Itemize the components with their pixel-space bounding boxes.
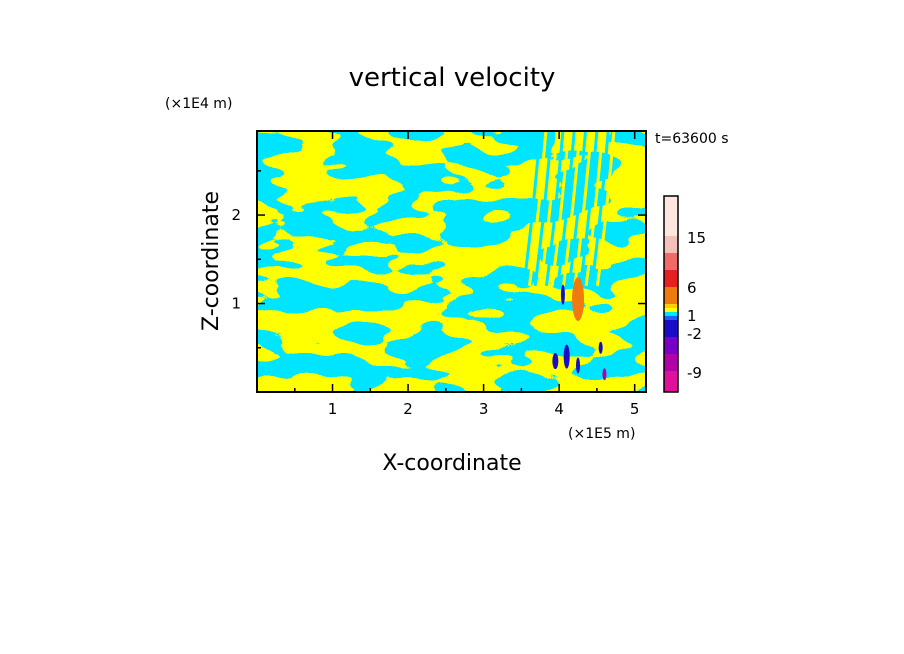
wave-band bbox=[533, 131, 554, 287]
colorbar-label: -2 bbox=[687, 325, 702, 343]
wave-band bbox=[584, 131, 605, 287]
x-axis-label: X-coordinate bbox=[382, 451, 521, 476]
colorbar-swatch bbox=[664, 371, 678, 392]
y-scale-note: (×1E4 m) bbox=[165, 96, 232, 112]
colorbar-label: 1 bbox=[687, 307, 697, 325]
convective-cell bbox=[552, 353, 559, 370]
wave-band bbox=[544, 131, 565, 287]
convective-cell bbox=[572, 277, 585, 322]
wave-band bbox=[578, 131, 599, 287]
colorbar-swatch bbox=[664, 287, 678, 304]
y-axis: 12 bbox=[231, 170, 646, 349]
wave-band bbox=[556, 131, 576, 287]
colorbar-swatch bbox=[664, 253, 678, 270]
wave-band bbox=[595, 131, 616, 287]
wave-bands bbox=[522, 131, 616, 287]
colorbar-swatch bbox=[664, 270, 678, 287]
colorbar: 15 6 1-2 -9 bbox=[663, 195, 706, 393]
plot-frame bbox=[256, 130, 647, 393]
wave-band bbox=[550, 131, 571, 287]
colorbar-swatch bbox=[664, 236, 678, 253]
colorbar-label: -9 bbox=[687, 364, 702, 382]
colorbar-label: 15 bbox=[687, 229, 706, 247]
y-tick-label: 1 bbox=[231, 295, 241, 313]
wave-band bbox=[590, 131, 610, 287]
colorbar-swatch bbox=[664, 337, 678, 354]
x-axis: 1 2 3 4 5 bbox=[294, 131, 640, 418]
colorbar-label: 6 bbox=[687, 279, 697, 297]
time-label: t=63600 s bbox=[655, 131, 729, 147]
wave-band bbox=[561, 131, 582, 287]
convective-cell bbox=[563, 344, 570, 369]
colorbar-swatch bbox=[664, 308, 678, 312]
wave-band bbox=[567, 131, 588, 287]
x-tick-label: 3 bbox=[479, 400, 489, 418]
convective-cell bbox=[560, 284, 565, 305]
x-tick-label: 5 bbox=[630, 400, 640, 418]
colorbar-swatch bbox=[664, 312, 678, 316]
convective-cell bbox=[598, 341, 603, 354]
colorbar-swatch bbox=[664, 320, 678, 337]
wave-band bbox=[573, 131, 593, 287]
wave-band bbox=[527, 131, 548, 287]
x-tick-label: 4 bbox=[554, 400, 564, 418]
wave-band bbox=[539, 131, 559, 287]
convective-cell bbox=[602, 368, 607, 381]
chart-title: vertical velocity bbox=[349, 63, 556, 93]
plot-area bbox=[257, 131, 646, 392]
wave-band bbox=[522, 131, 542, 287]
colorbar-frame bbox=[663, 195, 679, 393]
x-scale-note: (×1E5 m) bbox=[568, 426, 635, 442]
colorbar-swatch bbox=[664, 316, 678, 320]
colorbar-swatch bbox=[664, 196, 678, 236]
convective-cells bbox=[552, 277, 607, 381]
colorbar-swatch bbox=[664, 354, 678, 371]
y-tick-label: 2 bbox=[231, 206, 241, 224]
y-axis-label: Z-coordinate bbox=[199, 191, 224, 331]
convective-cell bbox=[576, 357, 581, 374]
colorbar-swatch bbox=[664, 304, 678, 308]
x-tick-label: 1 bbox=[328, 400, 338, 418]
x-tick-label: 2 bbox=[403, 400, 413, 418]
